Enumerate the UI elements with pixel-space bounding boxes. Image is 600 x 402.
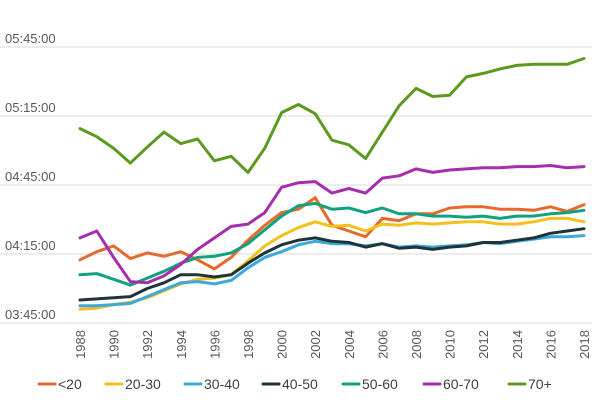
y-tick-label: 05:15:00 <box>5 100 56 115</box>
legend-label: 30-40 <box>204 376 240 392</box>
legend: <20 20-30 30-40 40-50 50-60 60-70 70+ <box>37 376 552 392</box>
x-tick-label: 1996 <box>207 330 222 359</box>
legend-label: 50-60 <box>362 376 398 392</box>
x-tick-label: 2004 <box>342 330 357 359</box>
x-tick-label: 2006 <box>375 330 390 359</box>
legend-label: 60-70 <box>443 376 479 392</box>
x-tick-label: 2002 <box>308 330 323 359</box>
x-tick-label: 1990 <box>107 330 122 359</box>
gridlines <box>0 46 592 324</box>
x-tick-label: 1988 <box>73 330 88 359</box>
x-tick-label: 2018 <box>577 330 592 359</box>
legend-label: 20-30 <box>125 376 161 392</box>
x-tick-label: 2008 <box>409 330 424 359</box>
legend-label: <20 <box>58 376 82 392</box>
legend-label: 40-50 <box>282 376 318 392</box>
y-axis: 03:45:00 04:15:00 04:45:00 05:15:00 05:45:00 <box>5 31 56 322</box>
x-tick-label: 2012 <box>476 330 491 359</box>
series-line-4 <box>78 201 586 287</box>
series-lines <box>78 57 586 311</box>
y-tick-label: 05:45:00 <box>5 31 56 46</box>
x-tick-label: 1998 <box>241 330 256 359</box>
series-line-5 <box>78 164 586 285</box>
series-line-3 <box>78 227 586 302</box>
x-tick-label: 2010 <box>443 330 458 359</box>
x-tick-label: 1992 <box>140 330 155 359</box>
legend-label: 70+ <box>528 376 552 392</box>
y-tick-label: 04:15:00 <box>5 238 56 253</box>
y-tick-label: 03:45:00 <box>5 307 56 322</box>
y-tick-label: 04:45:00 <box>5 169 56 184</box>
x-axis: 1988 1990 1992 1994 1996 1998 2000 2002 2004 2006… <box>73 330 592 359</box>
x-tick-label: 2014 <box>510 330 525 359</box>
x-tick-label: 2000 <box>275 330 290 359</box>
series-line-1 <box>78 216 586 311</box>
x-tick-label: 1994 <box>174 330 189 359</box>
x-tick-label: 2016 <box>543 330 558 359</box>
series-line-6 <box>78 57 586 174</box>
